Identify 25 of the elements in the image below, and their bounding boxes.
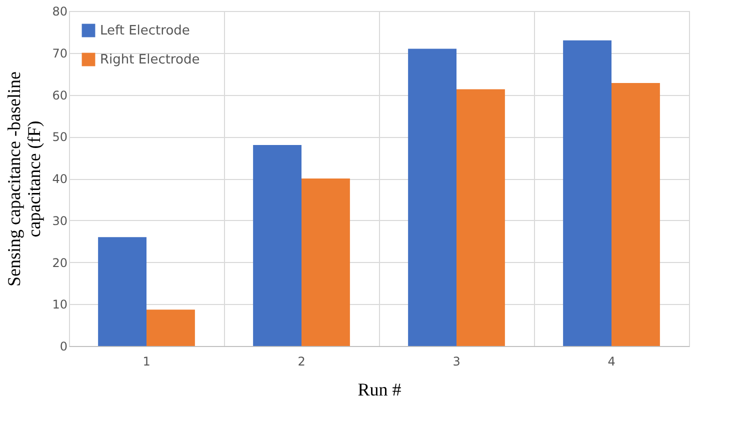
bar — [146, 310, 195, 346]
bar — [98, 237, 146, 346]
bar — [253, 145, 302, 346]
legend-label: Right Electrode — [100, 52, 200, 68]
y-tick-label: 60 — [52, 88, 68, 102]
y-tick-label: 50 — [52, 130, 68, 144]
bar — [302, 178, 350, 346]
y-tick-label: 30 — [52, 214, 68, 228]
x-axis-title: Run # — [358, 380, 402, 400]
x-tick-label: 4 — [608, 354, 616, 368]
x-tick-label: 2 — [298, 354, 306, 368]
bar — [563, 40, 612, 346]
y-tick-label: 70 — [52, 46, 68, 60]
legend-label: Left Electrode — [100, 24, 190, 38]
y-axis-title: Sensing capacitance -baseline capacitance (fF) — [4, 72, 44, 286]
y-tick-label: 0 — [60, 340, 68, 354]
bar — [456, 89, 505, 346]
y-tick-label: 10 — [52, 298, 68, 312]
bar — [612, 83, 660, 346]
y-tick-label: 40 — [52, 172, 68, 186]
x-tick-label: 1 — [142, 354, 150, 368]
x-tick-label: 3 — [452, 354, 460, 368]
y-tick-label: 20 — [52, 256, 68, 270]
bar — [408, 48, 456, 346]
y-tick-label: 80 — [52, 4, 68, 18]
